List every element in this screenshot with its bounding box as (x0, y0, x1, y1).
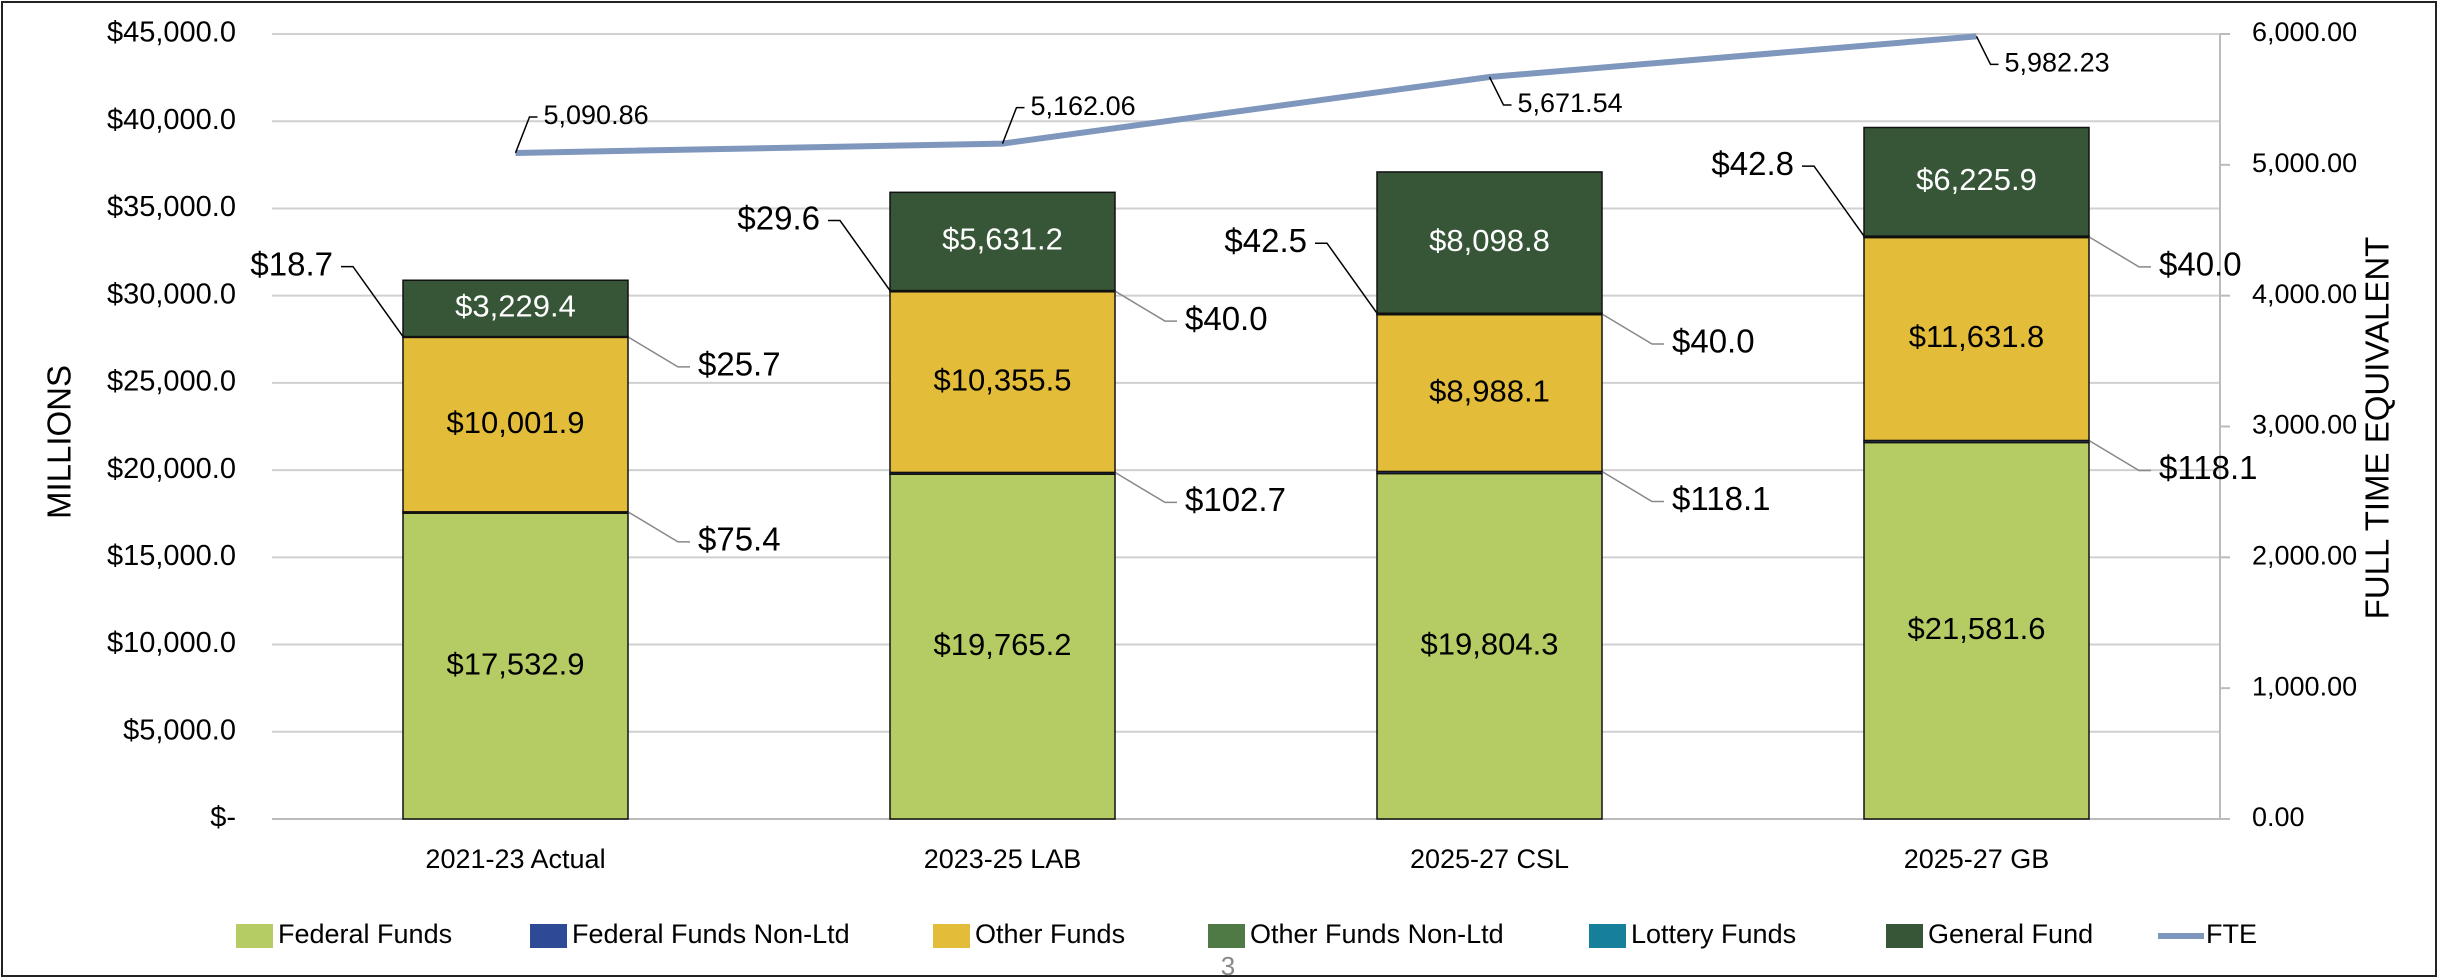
y-tick-label: $5,000.0 (123, 714, 236, 746)
bar-segment (889, 291, 1116, 474)
leader-line (627, 511, 690, 543)
leader-line (2088, 439, 2151, 472)
data-label: $6,225.9 (1916, 162, 2037, 197)
data-label: $19,765.2 (934, 627, 1072, 662)
bar-segment (1376, 313, 1603, 473)
data-label: $17,532.9 (447, 646, 585, 681)
y2-tick-label: 1,000.00 (2252, 671, 2357, 701)
data-label: $11,631.8 (1909, 319, 2045, 354)
bar-segment (402, 279, 629, 338)
legend-swatch (1886, 924, 1923, 948)
data-label: $40.0 (1185, 300, 1268, 337)
data-label: 5,671.54 (1518, 88, 1623, 118)
leader-line (2088, 236, 2151, 268)
bar-segment (1863, 441, 2090, 820)
data-label: $118.1 (1672, 480, 1770, 517)
leader-line (1001, 106, 1025, 144)
fte-line (515, 33, 1977, 156)
legend-swatch (236, 924, 273, 948)
bar-segment (1863, 236, 2090, 442)
x-tick-label: 2025-27 CSL (1410, 844, 1569, 874)
x-tick-label: 2025-27 GB (1904, 844, 2050, 874)
legend-swatch (530, 924, 567, 948)
legend-swatch (933, 924, 970, 948)
data-label: $21,581.6 (1908, 611, 2046, 646)
y-tick-label: $45,000.0 (107, 17, 236, 49)
leader-line (1114, 471, 1177, 504)
y2-tick-label: 5,000.00 (2252, 148, 2357, 178)
y-tick-label: $15,000.0 (107, 540, 236, 572)
leader-line (341, 265, 404, 338)
data-label: $5,631.2 (942, 222, 1063, 257)
y2-tick-label: 3,000.00 (2252, 410, 2357, 440)
y-tick-label: $35,000.0 (107, 191, 236, 223)
y-tick-label: $30,000.0 (107, 278, 236, 310)
data-label: $75.4 (698, 521, 781, 558)
data-label: $40.0 (1672, 323, 1755, 360)
bar-segment (889, 473, 1116, 820)
leader-line (1488, 76, 1512, 106)
data-label: $42.8 (1711, 145, 1794, 182)
data-label: $3,229.4 (455, 289, 576, 324)
data-label: $10,355.5 (934, 362, 1072, 397)
data-label: $18.7 (250, 245, 333, 282)
bar-segment (1376, 171, 1603, 314)
data-label: $118.1 (2159, 449, 2257, 486)
data-label: $10,001.9 (447, 405, 585, 440)
data-label: $8,988.1 (1429, 373, 1550, 408)
y2-tick-label: 0.00 (2252, 802, 2305, 832)
data-label: $19,804.3 (1421, 626, 1559, 661)
bar-segment (1863, 126, 2090, 237)
leader-line (828, 219, 891, 291)
data-label: $102.7 (1185, 481, 1286, 518)
y-tick-label: $40,000.0 (107, 104, 236, 136)
leader-line (1601, 470, 1664, 503)
data-label: $40.0 (2159, 246, 2242, 283)
legend-label: FTE (2206, 919, 2257, 949)
y2-axis-title: FULL TIME EQUIVALENT (2359, 237, 2396, 620)
legend-swatch (1208, 924, 1245, 948)
y-tick-label: $- (210, 802, 236, 834)
y-tick-label: $25,000.0 (107, 366, 236, 398)
y-tick-label: $10,000.0 (107, 627, 236, 659)
data-label: $42.5 (1224, 222, 1307, 259)
legend-label: Other Funds Non-Ltd (1250, 919, 1504, 949)
data-label: $8,098.8 (1429, 223, 1550, 258)
x-tick-label: 2023-25 LAB (924, 844, 1082, 874)
leader-line (1315, 242, 1378, 314)
y2-tick-label: 4,000.00 (2252, 279, 2357, 309)
leader-line (1114, 290, 1177, 322)
data-label: 5,162.06 (1031, 91, 1136, 121)
page-number: 3 (1221, 951, 1235, 978)
legend-label: Federal Funds Non-Ltd (572, 919, 850, 949)
bar-segment (402, 512, 629, 820)
legend-label: Federal Funds (278, 919, 452, 949)
legend-label: Other Funds (975, 919, 1125, 949)
bar-segment (889, 191, 1116, 292)
data-label: $25.7 (698, 346, 781, 383)
data-label: 5,982.23 (2005, 47, 2110, 77)
bar-segment (402, 336, 629, 513)
legend-label: General Fund (1928, 919, 2093, 949)
x-tick-label: 2021-23 Actual (425, 844, 605, 874)
leader-line (514, 116, 538, 154)
y2-tick-label: 2,000.00 (2252, 540, 2357, 570)
y-axis-title: MILLIONS (41, 365, 78, 519)
leader-line (627, 336, 690, 368)
data-label: 5,090.86 (544, 100, 649, 130)
legend-swatch (1589, 924, 1626, 948)
data-label: $29.6 (737, 199, 820, 236)
leader-line (1601, 313, 1664, 345)
y-tick-label: $20,000.0 (107, 453, 236, 485)
bar-segment (1376, 472, 1603, 820)
legend-label: Lottery Funds (1631, 919, 1796, 949)
y2-tick-label: 6,000.00 (2252, 17, 2357, 47)
leader-line (1802, 165, 1865, 237)
leader-line (1975, 35, 1999, 66)
